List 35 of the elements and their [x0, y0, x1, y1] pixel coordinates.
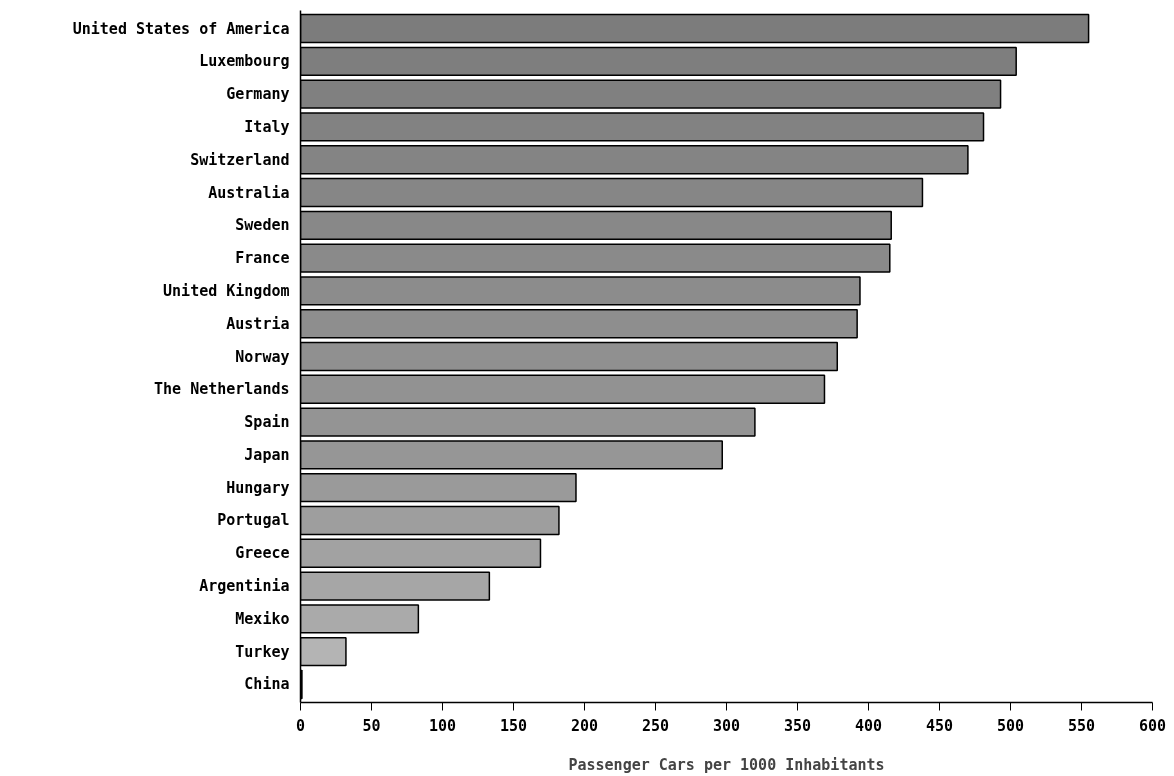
y-tick-label: Luxembourg [199, 52, 290, 71]
y-tick-label: United Kingdom [163, 281, 290, 300]
x-tick-label: 150 [499, 716, 528, 735]
y-tick-label: Australia [208, 183, 290, 202]
y-tick-label: Portugal [217, 511, 290, 530]
x-tick-label: 200 [570, 716, 599, 735]
y-tick-label: Hungary [226, 478, 290, 497]
y-tick-label: France [235, 249, 290, 268]
x-tick-label: 550 [1067, 716, 1096, 735]
y-tick-label: Austria [226, 314, 290, 333]
x-tick-label: 300 [712, 716, 741, 735]
y-tick-label: Japan [244, 445, 290, 464]
x-tick-label: 450 [925, 716, 954, 735]
x-tick-label: 50 [362, 716, 381, 735]
y-tick-label: Italy [244, 117, 290, 136]
y-tick-label: The Netherlands [154, 380, 290, 399]
x-tick-label: 600 [1138, 716, 1167, 735]
y-tick-label: Germany [226, 85, 290, 104]
y-tick-label: Switzerland [190, 150, 290, 169]
x-tick-label: 250 [641, 716, 670, 735]
x-axis-title: Passenger Cars per 1000 Inhabitants [568, 755, 885, 774]
x-tick-label: 0 [295, 716, 306, 735]
y-tick-label: Greece [235, 544, 290, 563]
y-tick-label: Spain [244, 413, 290, 432]
x-tick-label: 100 [428, 716, 457, 735]
x-tick-label: 400 [854, 716, 883, 735]
y-tick-label: Mexiko [235, 609, 290, 628]
x-tick-label: 350 [783, 716, 812, 735]
y-tick-label: United States of America [72, 19, 290, 38]
y-tick-label: China [244, 675, 290, 694]
y-tick-label: Sweden [235, 216, 290, 235]
y-tick-label: Argentinia [199, 577, 290, 596]
y-tick-label: Turkey [235, 642, 290, 661]
x-tick-label: 500 [996, 716, 1025, 735]
y-tick-label: Norway [235, 347, 290, 366]
